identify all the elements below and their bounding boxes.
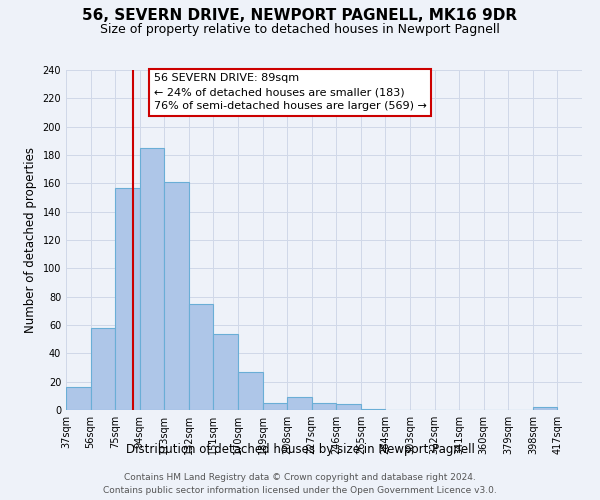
- Bar: [238, 372, 263, 410]
- Bar: [66, 388, 91, 410]
- Text: 56, SEVERN DRIVE, NEWPORT PAGNELL, MK16 9DR: 56, SEVERN DRIVE, NEWPORT PAGNELL, MK16 …: [82, 8, 518, 22]
- Bar: [214, 334, 238, 410]
- Bar: [91, 328, 115, 410]
- Bar: [312, 403, 336, 410]
- Bar: [287, 397, 312, 410]
- Text: Contains HM Land Registry data © Crown copyright and database right 2024.
Contai: Contains HM Land Registry data © Crown c…: [103, 474, 497, 495]
- Bar: [189, 304, 214, 410]
- Text: Distribution of detached houses by size in Newport Pagnell: Distribution of detached houses by size …: [125, 442, 475, 456]
- Bar: [533, 407, 557, 410]
- Text: Size of property relative to detached houses in Newport Pagnell: Size of property relative to detached ho…: [100, 22, 500, 36]
- Bar: [263, 403, 287, 410]
- Y-axis label: Number of detached properties: Number of detached properties: [24, 147, 37, 333]
- Bar: [164, 182, 189, 410]
- Bar: [336, 404, 361, 410]
- Bar: [361, 408, 385, 410]
- Text: 56 SEVERN DRIVE: 89sqm
← 24% of detached houses are smaller (183)
76% of semi-de: 56 SEVERN DRIVE: 89sqm ← 24% of detached…: [154, 74, 427, 112]
- Bar: [115, 188, 140, 410]
- Bar: [140, 148, 164, 410]
